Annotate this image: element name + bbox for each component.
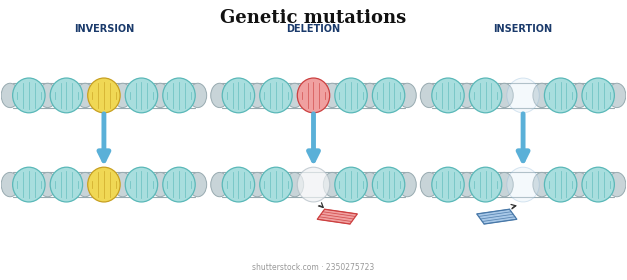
Ellipse shape [608, 83, 626, 108]
Ellipse shape [113, 172, 132, 197]
Ellipse shape [533, 83, 551, 108]
Ellipse shape [608, 172, 626, 197]
Ellipse shape [125, 78, 157, 113]
Ellipse shape [361, 83, 379, 108]
Text: DELETION: DELETION [287, 24, 340, 34]
Ellipse shape [189, 83, 207, 108]
Ellipse shape [507, 78, 539, 113]
Ellipse shape [458, 172, 476, 197]
Ellipse shape [571, 83, 588, 108]
Ellipse shape [286, 83, 303, 108]
Ellipse shape [582, 167, 614, 202]
Ellipse shape [372, 78, 405, 113]
Ellipse shape [432, 167, 464, 202]
Ellipse shape [39, 172, 56, 197]
Ellipse shape [571, 172, 588, 197]
Ellipse shape [398, 172, 416, 197]
Ellipse shape [163, 167, 195, 202]
Ellipse shape [151, 83, 169, 108]
Ellipse shape [544, 78, 577, 113]
Ellipse shape [335, 78, 367, 113]
Ellipse shape [470, 167, 502, 202]
Ellipse shape [361, 172, 379, 197]
Ellipse shape [248, 172, 266, 197]
Ellipse shape [335, 167, 367, 202]
Ellipse shape [125, 167, 157, 202]
Ellipse shape [222, 167, 255, 202]
Ellipse shape [297, 167, 330, 202]
Text: INVERSION: INVERSION [74, 24, 134, 34]
Text: Genetic mutations: Genetic mutations [220, 9, 407, 27]
Ellipse shape [260, 167, 292, 202]
Ellipse shape [533, 172, 551, 197]
Ellipse shape [544, 167, 577, 202]
Ellipse shape [420, 83, 438, 108]
Ellipse shape [286, 172, 303, 197]
Ellipse shape [432, 78, 464, 113]
Ellipse shape [507, 167, 539, 202]
Ellipse shape [189, 172, 207, 197]
Ellipse shape [495, 83, 514, 108]
Ellipse shape [50, 167, 83, 202]
Ellipse shape [76, 172, 94, 197]
Ellipse shape [163, 78, 195, 113]
Polygon shape [477, 209, 517, 224]
Ellipse shape [470, 78, 502, 113]
Ellipse shape [222, 78, 255, 113]
Ellipse shape [260, 78, 292, 113]
Ellipse shape [13, 78, 45, 113]
Ellipse shape [582, 78, 614, 113]
Ellipse shape [50, 78, 83, 113]
Polygon shape [317, 209, 357, 224]
Ellipse shape [76, 83, 94, 108]
Ellipse shape [88, 78, 120, 113]
Ellipse shape [324, 172, 341, 197]
Ellipse shape [372, 167, 405, 202]
Ellipse shape [458, 83, 476, 108]
Ellipse shape [398, 83, 416, 108]
Ellipse shape [13, 167, 45, 202]
Ellipse shape [113, 83, 132, 108]
Text: shutterstock.com · 2350275723: shutterstock.com · 2350275723 [253, 263, 374, 272]
Ellipse shape [420, 172, 438, 197]
Ellipse shape [39, 83, 56, 108]
Ellipse shape [1, 83, 19, 108]
Ellipse shape [297, 78, 330, 113]
Ellipse shape [88, 167, 120, 202]
Ellipse shape [324, 83, 341, 108]
Ellipse shape [211, 172, 229, 197]
Ellipse shape [151, 172, 169, 197]
Ellipse shape [211, 83, 229, 108]
Ellipse shape [1, 172, 19, 197]
Ellipse shape [248, 83, 266, 108]
Ellipse shape [495, 172, 514, 197]
Text: INSERTION: INSERTION [493, 24, 552, 34]
